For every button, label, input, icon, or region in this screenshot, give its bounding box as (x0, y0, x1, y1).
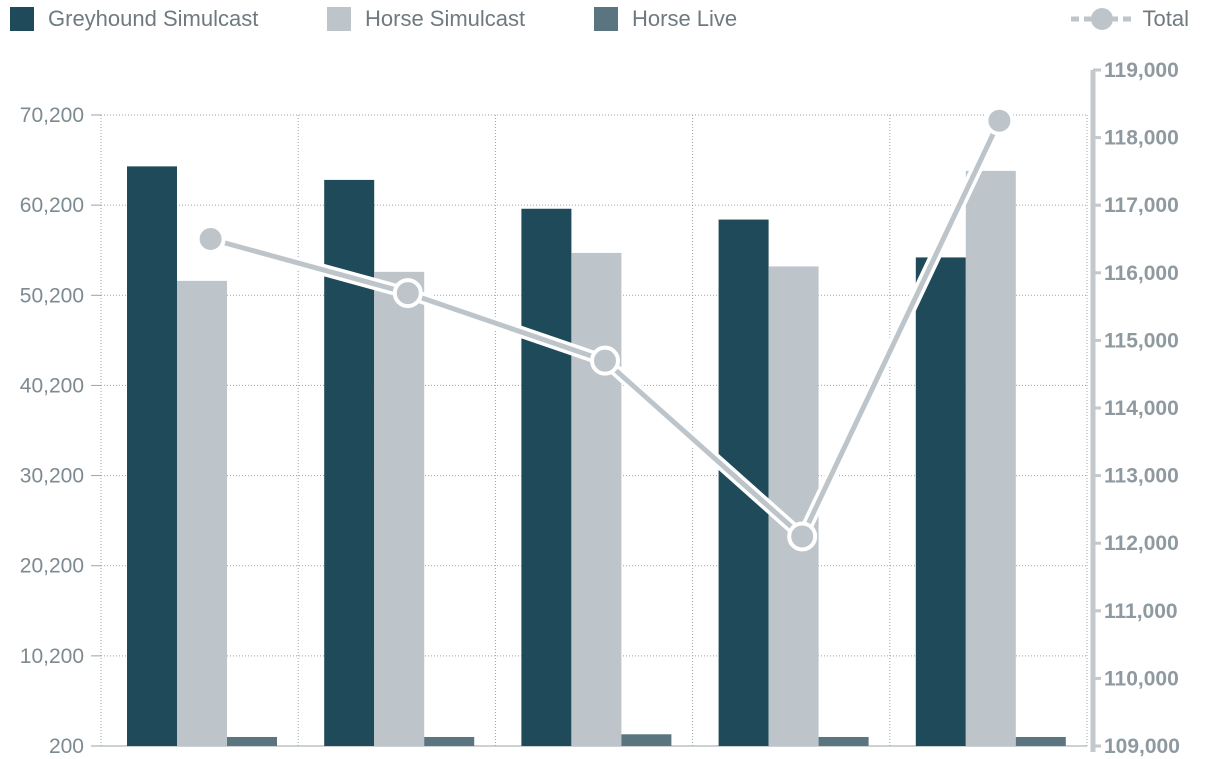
bar-horse-simulcast (965, 170, 1016, 747)
bar-horse-simulcast (177, 280, 227, 746)
y-tick-label-right: 111,000 (1104, 600, 1178, 623)
point-total (195, 224, 226, 254)
bar-horse-live (227, 736, 277, 746)
y-tick-label-left: 70,200 (20, 104, 84, 127)
y-tick-label-right: 117,000 (1104, 194, 1179, 217)
bar-horse-simulcast (571, 252, 622, 746)
chart-legend: Greyhound Simulcast Horse Simulcast Hors… (0, 0, 1209, 36)
y-tick-label-right: 118,000 (1104, 127, 1179, 150)
legend-swatch-horse-live (594, 7, 618, 31)
y-tick-label-right: 110,000 (1104, 667, 1179, 690)
y-tick-label-left: 30,200 (20, 465, 84, 488)
y-tick-label-left: 10,200 (20, 645, 84, 668)
legend-item-horse-live: Horse Live (594, 6, 737, 32)
point-total (984, 105, 1015, 136)
bar-greyhound-simulcast (324, 179, 375, 747)
bar-horse-live (424, 736, 475, 746)
legend-label-horse-simulcast: Horse Simulcast (365, 6, 526, 31)
bar-greyhound-simulcast (127, 166, 177, 747)
legend-label-horse-live: Horse Live (632, 6, 738, 31)
bar-greyhound-simulcast (521, 208, 572, 747)
point-total (392, 278, 423, 309)
y-tick-label-left: 40,200 (20, 374, 84, 397)
y-tick-label-right: 114,000 (1104, 397, 1179, 420)
bar-horse-simulcast (374, 271, 425, 746)
y-tick-label-right: 112,000 (1104, 532, 1179, 555)
y-tick-label-right: 115,000 (1104, 329, 1179, 352)
y-tick-label-right: 113,000 (1104, 465, 1179, 488)
point-total (787, 521, 818, 552)
y-tick-label-right: 109,000 (1104, 735, 1180, 758)
legend-item-greyhound-simulcast: Greyhound Simulcast (10, 6, 258, 32)
y-tick-label-left: 50,200 (20, 284, 84, 307)
bar-greyhound-simulcast (915, 257, 966, 746)
y-tick-label-left: 200 (49, 735, 84, 758)
y-tick-label-right: 119,000 (1104, 59, 1179, 82)
legend-item-horse-simulcast: Horse Simulcast (327, 6, 525, 32)
legend-line-marker-total (1070, 8, 1133, 30)
y-tick-label-left: 20,200 (20, 555, 84, 578)
y-tick-label-right: 116,000 (1104, 262, 1179, 285)
bar-horse-live (1015, 736, 1066, 746)
y-tick-label-left: 60,200 (20, 194, 84, 217)
legend-label-greyhound-simulcast: Greyhound Simulcast (48, 6, 259, 31)
legend-swatch-horse-simulcast (327, 7, 351, 31)
legend-label-total: Total (1142, 6, 1189, 31)
point-total (590, 345, 620, 376)
bar-horse-live (818, 736, 869, 746)
legend-swatch-greyhound-simulcast (10, 7, 34, 31)
bar-horse-live (621, 734, 672, 746)
legend-item-total: Total (1070, 6, 1189, 32)
